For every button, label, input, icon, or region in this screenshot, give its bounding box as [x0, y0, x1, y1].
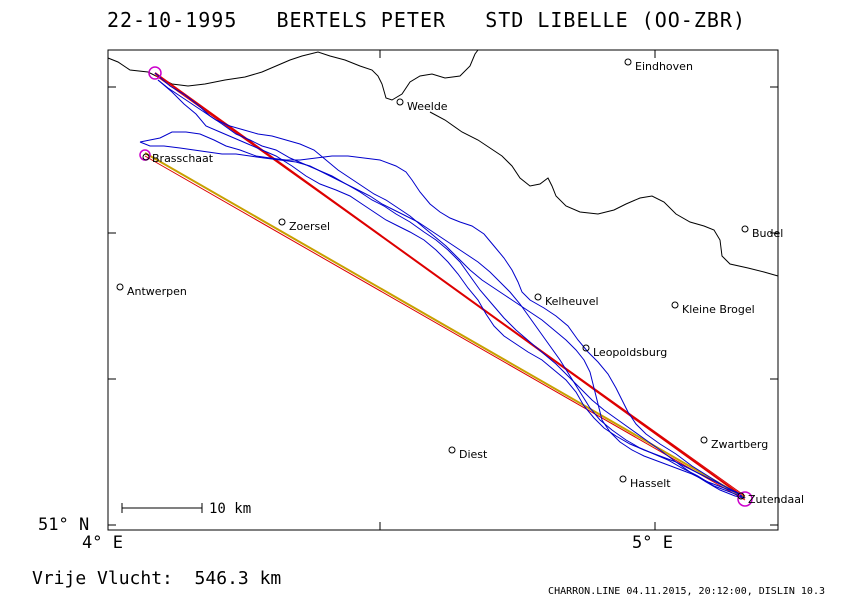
place-label-zutendaal: Zutendaal: [748, 493, 804, 506]
task-leg-2a: [144, 152, 746, 499]
scale-bar-label: 10 km: [209, 501, 251, 517]
glider-name: STD LIBELLE (OO-ZBR): [485, 8, 747, 32]
place-label-budel: Budel: [752, 227, 783, 240]
axis-ticks: [107, 50, 778, 530]
scale-bar: 10 km: [121, 501, 251, 517]
track-segment-2: [139, 141, 746, 499]
turnpoints: [139, 66, 753, 507]
place-marker-weelde: [396, 98, 404, 106]
place-label-weelde: Weelde: [407, 100, 448, 113]
map-frame: [107, 49, 779, 531]
place-label-diest: Diest: [459, 448, 488, 461]
lat-label-51n: 51° N: [38, 515, 89, 535]
turnpoint-1: [148, 66, 162, 80]
turnpoint-3: [737, 491, 753, 507]
place-label-antwerpen: Antwerpen: [127, 285, 187, 298]
track-segment-3: [139, 131, 741, 495]
place-marker-zoersel: [278, 218, 286, 226]
place-markers: [116, 58, 749, 500]
place-marker-budel: [741, 225, 749, 233]
place-label-brasschaat: Brasschaat: [152, 152, 214, 165]
lon-label-5e: 5° E: [632, 533, 673, 553]
track-segment-1: [154, 72, 746, 499]
flight-track: [139, 72, 746, 499]
place-marker-zwartberg: [700, 436, 708, 444]
chart-title: 22-10-1995 BERTELS PETER STD LIBELLE (OO…: [0, 8, 853, 32]
national-border-east: [429, 111, 779, 277]
place-marker-hasselt: [619, 475, 627, 483]
pilot-name: BERTELS PETER: [276, 8, 447, 32]
place-marker-antwerpen: [116, 283, 124, 291]
track-segment-5: [157, 79, 743, 497]
place-label-kleine-brogel: Kleine Brogel: [682, 303, 755, 316]
lon-label-4e: 4° E: [82, 533, 123, 553]
place-label-zwartberg: Zwartberg: [711, 438, 768, 451]
place-marker-kelheuvel: [534, 293, 542, 301]
place-label-hasselt: Hasselt: [630, 477, 671, 490]
place-marker-brasschaat: [142, 153, 150, 161]
place-marker-diest: [448, 446, 456, 454]
place-marker-leopoldsburg: [582, 344, 590, 352]
place-marker-eindhoven: [624, 58, 632, 66]
credit-line: CHARRON.LINE 04.11.2015, 20:12:00, DISLI…: [548, 586, 825, 597]
task-leg-2b: [144, 155, 746, 501]
track-segment-4: [157, 79, 741, 495]
task-legs: [144, 72, 746, 501]
place-labels: Eindhoven Weelde Brasschaat Zoersel Bude…: [127, 60, 804, 506]
place-label-zoersel: Zoersel: [289, 220, 330, 233]
national-border: [107, 49, 479, 101]
flight-date: 22-10-1995: [106, 8, 238, 32]
place-marker-kleine-brogel: [671, 301, 679, 309]
task-leg-1b: [154, 74, 746, 497]
place-label-leopoldsburg: Leopoldsburg: [593, 346, 667, 359]
place-marker-zutendaal: [737, 492, 745, 500]
free-flight-distance: Vrije Vlucht: 546.3 km: [32, 568, 282, 589]
place-label-kelheuvel: Kelheuvel: [545, 295, 599, 308]
place-label-eindhoven: Eindhoven: [635, 60, 693, 73]
axis-labels: 51° N 4° E 5° E: [38, 515, 673, 553]
